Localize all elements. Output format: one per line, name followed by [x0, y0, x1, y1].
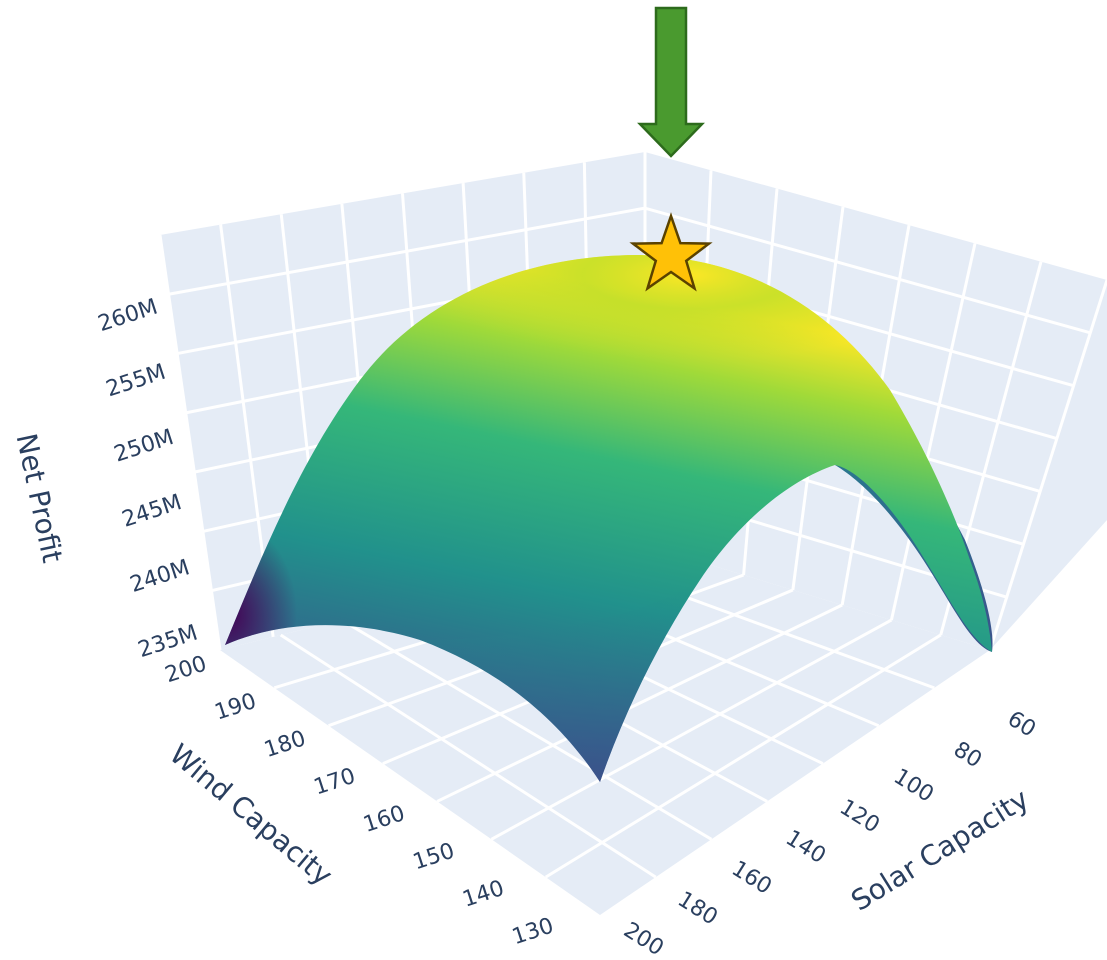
gridline [340, 618, 713, 841]
z-tick-label: 245M [119, 490, 185, 533]
surface [225, 255, 993, 782]
gridline [644, 206, 1091, 335]
gridline [988, 279, 1107, 651]
surface-left-shade [225, 380, 420, 645]
down-arrow-annotation [637, 6, 705, 158]
gridline [889, 243, 977, 621]
optimum-star-marker [629, 212, 713, 292]
y-tick-label: 140 [460, 876, 508, 913]
y-tick-label: 200 [162, 651, 210, 688]
x-tick-label: 120 [835, 795, 884, 838]
surface-front-shade [420, 580, 700, 782]
x-tick-label: 80 [949, 737, 986, 773]
y-axis-title: Wind Capacity [163, 737, 339, 892]
z-axis-title: Net Profit [10, 430, 70, 565]
y-tick-label: 150 [410, 839, 458, 876]
z-tick-label: 255M [103, 360, 169, 403]
x-tick-label: 200 [619, 918, 668, 960]
y-tick-label: 170 [311, 764, 359, 801]
gridline [158, 234, 222, 651]
gridline [279, 633, 657, 879]
y-tick-label: 190 [212, 689, 260, 726]
x-tick-label: 140 [781, 826, 830, 869]
surface-top-glow [360, 255, 890, 424]
x-tick-label: 180 [673, 887, 722, 930]
z-tick-label: 260M [95, 295, 161, 338]
gridline [490, 618, 893, 841]
gridline [544, 633, 942, 879]
gridline [168, 206, 646, 296]
y-tick-label: 180 [261, 726, 309, 763]
y-tick-label: 130 [509, 913, 557, 950]
x-axis-title: Solar Capacity [845, 782, 1034, 917]
y-tick-label: 160 [360, 801, 408, 838]
z-tick-label: 240M [127, 555, 193, 598]
x-tick-label: 100 [889, 764, 938, 807]
z-tick-label: 250M [111, 425, 177, 468]
x-tick-label: 160 [727, 856, 776, 899]
gridline [436, 603, 843, 803]
x-tick-label: 60 [1003, 706, 1040, 742]
